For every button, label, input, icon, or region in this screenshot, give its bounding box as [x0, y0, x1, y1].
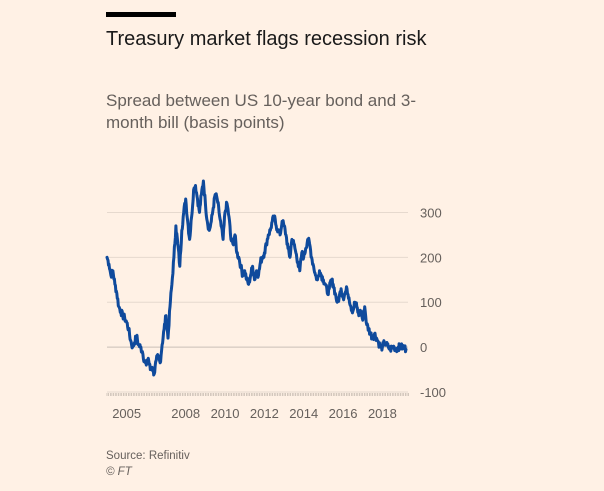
- source-note: Source: Refinitiv: [106, 450, 190, 462]
- y-tick-label: 100: [420, 295, 442, 310]
- y-tick-label: 200: [420, 250, 442, 265]
- y-tick-label: 300: [420, 205, 442, 220]
- brand-rule: [106, 12, 176, 17]
- x-tick-label: 2010: [211, 406, 240, 421]
- x-tick-label: 2018: [368, 406, 397, 421]
- copyright-note: © FT: [106, 466, 132, 478]
- x-tick-label: 2012: [250, 406, 279, 421]
- x-tick-label: 2016: [329, 406, 358, 421]
- x-tick-label: 2005: [112, 406, 141, 421]
- x-tick-label: 2008: [171, 406, 200, 421]
- chart-title: Treasury market flags recession risk: [106, 28, 427, 50]
- chart-subtitle: Spread between US 10-year bond and 3-mon…: [106, 91, 416, 132]
- x-tick-label: 2014: [289, 406, 318, 421]
- y-tick-label: 0: [420, 340, 427, 355]
- spread-series-line: [105, 179, 408, 377]
- y-tick-label: -100: [420, 385, 446, 400]
